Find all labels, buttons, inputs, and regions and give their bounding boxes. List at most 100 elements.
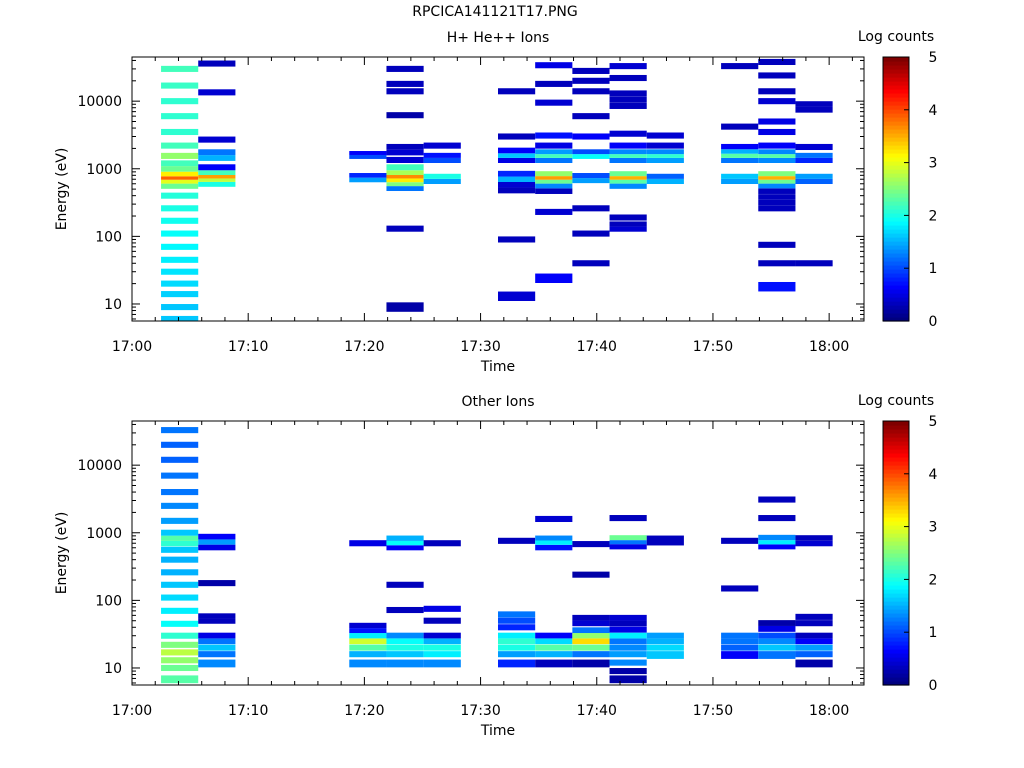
colorbar-swatch — [883, 677, 909, 682]
heatmap-cell — [198, 544, 236, 551]
heatmap-cell — [758, 625, 796, 632]
colorbar-swatch — [883, 181, 909, 186]
heatmap-cell — [535, 132, 573, 139]
heatmap-cell — [386, 302, 424, 312]
x-tick-label: 17:20 — [344, 339, 384, 355]
heatmap-cell — [386, 225, 424, 232]
colorbar-swatch — [883, 77, 909, 82]
heatmap-cell — [609, 221, 647, 227]
heatmap-cell — [161, 489, 199, 496]
heatmap-cell — [161, 556, 199, 563]
heatmap-cell — [609, 620, 647, 627]
colorbar-swatch — [883, 593, 909, 598]
colorbar: 0 1 2 3 4 5 Log counts — [858, 393, 938, 694]
colorbar-swatch — [883, 193, 909, 198]
colorbar-swatch — [883, 577, 909, 582]
colorbar-swatch — [883, 237, 909, 242]
heatmap-cell — [161, 142, 199, 149]
heatmap-cell — [721, 651, 759, 659]
heatmap-cell — [535, 62, 573, 69]
heatmap-cell — [161, 192, 199, 199]
heatmap-cell — [609, 632, 647, 639]
colorbar-swatch — [883, 565, 909, 570]
heatmap-cell — [721, 143, 759, 150]
colorbar-swatch — [883, 169, 909, 174]
heatmap-cell — [349, 177, 387, 183]
heatmap-cell — [758, 88, 796, 95]
heatmap-cell — [758, 72, 796, 79]
colorbar-swatch — [883, 665, 909, 670]
heatmap-cell — [572, 149, 610, 155]
heatmap-cell — [535, 142, 573, 149]
heatmap-cell — [758, 515, 796, 522]
heatmap-cell — [572, 178, 610, 184]
heatmap-cell — [198, 170, 236, 176]
colorbar-swatch — [883, 669, 909, 674]
colorbar-swatch — [883, 129, 909, 134]
colorbar-tick-label: 3 — [929, 520, 938, 536]
colorbar-swatch — [883, 277, 909, 282]
colorbar-swatch — [883, 609, 909, 614]
heatmap-cell — [161, 517, 199, 524]
heatmap-cell — [609, 96, 647, 103]
heatmap-cell — [161, 540, 199, 547]
colorbar-swatch — [883, 653, 909, 658]
heatmap-cell — [161, 230, 199, 237]
heatmap-cell — [161, 98, 199, 105]
heatmap-cells — [161, 58, 833, 321]
heatmap-cell — [198, 618, 236, 624]
x-tick-label: 17:50 — [693, 339, 733, 355]
colorbar-swatch — [883, 257, 909, 262]
heatmap-cell — [198, 580, 236, 587]
x-tick-label: 17:50 — [693, 703, 733, 719]
heatmap-cell — [161, 315, 199, 321]
heatmap-cell — [535, 176, 573, 180]
colorbar-frame — [882, 56, 910, 322]
colorbar-swatch — [883, 425, 909, 430]
heatmap-cell — [349, 540, 387, 547]
colorbar-swatch — [883, 309, 909, 314]
colorbar-swatch — [883, 449, 909, 454]
heatmap-cell — [609, 544, 647, 550]
heatmap-cell — [498, 88, 536, 95]
heatmap-cell — [198, 178, 236, 182]
heatmap-cell — [758, 534, 796, 541]
colorbar-swatch — [883, 513, 909, 518]
colorbar-swatch — [883, 305, 909, 310]
colorbar-swatch — [883, 185, 909, 190]
colorbar-swatch — [883, 241, 909, 246]
colorbar-swatch — [883, 173, 909, 178]
colorbar-swatch — [883, 225, 909, 230]
heatmap-cell — [161, 675, 199, 684]
heatmap-cell — [423, 157, 461, 163]
heatmap-cell — [198, 155, 236, 161]
colorbar-swatch — [883, 149, 909, 154]
heatmap-cell — [535, 80, 573, 87]
y-tick-label: 100 — [95, 229, 122, 245]
heatmap-cell — [423, 142, 461, 149]
colorbar-tick-label: 4 — [929, 467, 938, 483]
heatmap-cell — [758, 651, 796, 659]
heatmap-cell — [161, 607, 199, 614]
heatmap-cell — [572, 133, 610, 140]
colorbar-swatch — [883, 433, 909, 438]
heatmap-cell — [609, 179, 647, 184]
heatmap-cell — [795, 157, 833, 163]
colorbar-swatch — [883, 493, 909, 498]
heatmap-cell — [161, 664, 199, 672]
heatmap-cell — [646, 173, 684, 179]
heatmap-cell — [535, 535, 573, 541]
heatmap-cell — [386, 80, 424, 87]
heatmap-cell — [349, 173, 387, 178]
x-tick-label: 17:10 — [228, 703, 268, 719]
heatmap-cell — [161, 304, 199, 311]
heatmap-cell — [609, 214, 647, 221]
heatmap-cell — [646, 540, 684, 546]
heatmap-cell — [161, 569, 199, 576]
x-tick-label: 17:00 — [112, 703, 152, 719]
colorbar-swatch — [883, 625, 909, 630]
colorbar-swatch — [883, 501, 909, 506]
colorbar-swatch — [883, 245, 909, 250]
colorbar-swatch — [883, 613, 909, 618]
colorbar-swatch — [883, 517, 909, 522]
